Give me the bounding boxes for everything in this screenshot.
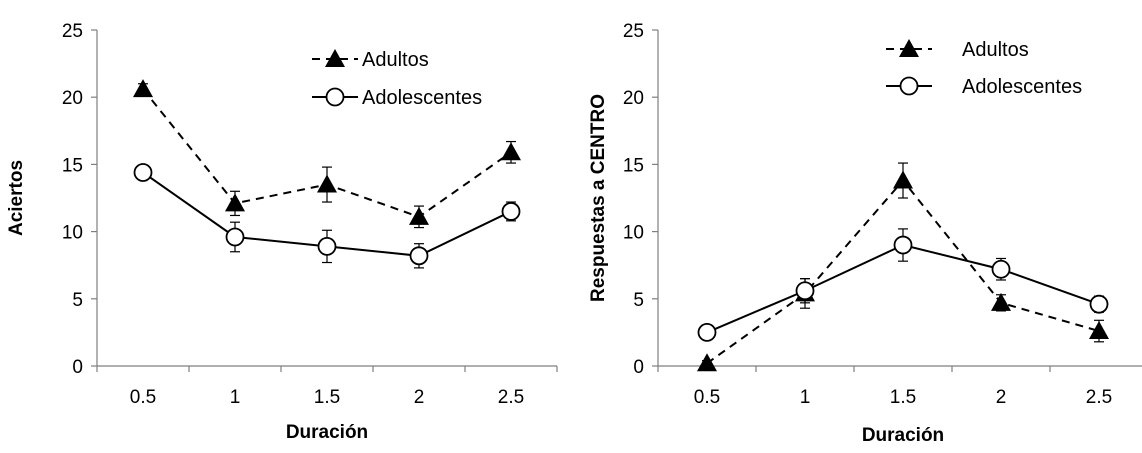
legend-marker-circle <box>899 76 919 96</box>
y-tick-label: 15 <box>623 155 644 176</box>
legend-item-adultos: Adultos <box>886 39 1029 61</box>
y-axis-title: Aciertos <box>6 160 27 236</box>
y-tick-label: 20 <box>623 88 644 109</box>
data-point-circle <box>317 236 337 256</box>
data-point-triangle <box>317 174 337 193</box>
data-point-circle <box>991 259 1011 279</box>
x-tick-label: 1 <box>230 387 241 408</box>
y-tick-label: 0 <box>633 357 644 378</box>
x-tick-label: 2 <box>414 387 425 408</box>
legend-label: Adultos <box>362 49 429 71</box>
series-adolescentes <box>697 228 1109 342</box>
x-tick-label: 0.5 <box>694 387 720 408</box>
y-tick-label: 5 <box>72 290 83 311</box>
data-point-circle <box>697 322 717 342</box>
y-tick-label: 25 <box>62 21 83 42</box>
x-tick-label: 1 <box>800 387 811 408</box>
data-point-triangle <box>409 206 429 225</box>
series-adultos <box>697 162 1109 372</box>
chart-panel-2: 0 5 10 15 20 25 0.5 1 1.5 2 2.5 Duración Respuestas … <box>588 21 1142 446</box>
data-point-triangle <box>1089 321 1109 340</box>
x-tick-label: 1.5 <box>890 387 916 408</box>
y-tick-label: 10 <box>623 223 644 244</box>
legend-marker-triangle <box>899 39 919 57</box>
x-tick-label: 2.5 <box>1086 387 1112 408</box>
legend-item-adultos: Adultos <box>312 49 429 71</box>
y-axis-title: Respuestas a CENTRO <box>588 94 609 302</box>
x-tick-label: 0.5 <box>130 387 156 408</box>
legend-item-adolescentes: Adolescentes <box>312 87 482 109</box>
series-line <box>706 178 1100 365</box>
chart-panel-1: 0 5 10 15 20 25 0.5 1 1.5 2 2.5 Duración Aciertos Adu… <box>6 21 558 443</box>
y-tick-label: 25 <box>623 21 644 42</box>
y-tick-label: 0 <box>72 357 83 378</box>
data-point-triangle <box>991 292 1011 311</box>
y-tick-label: 10 <box>62 223 83 244</box>
data-point-circle <box>501 202 521 221</box>
data-point-triangle <box>697 353 717 372</box>
series-adultos <box>133 79 521 229</box>
legend-label: Adolescentes <box>362 87 482 109</box>
legend-label: Adolescentes <box>962 76 1082 98</box>
x-tick-label: 2 <box>996 387 1007 408</box>
data-point-circle <box>893 235 913 255</box>
y-tick-label: 5 <box>633 290 644 311</box>
y-tick-label: 15 <box>62 155 83 176</box>
x-axis-title: Duración <box>286 422 368 443</box>
x-tick-label: 1.5 <box>314 387 340 408</box>
legend-item-adolescentes: Adolescentes <box>886 76 1082 98</box>
x-axis-title: Duración <box>862 425 944 446</box>
data-point-circle <box>133 163 153 182</box>
y-tick-label: 20 <box>62 88 83 109</box>
legend-marker-triangle <box>325 49 345 67</box>
legend-marker-circle <box>325 87 345 107</box>
series-adolescentes <box>133 163 521 269</box>
x-tick-label: 2.5 <box>498 387 524 408</box>
data-point-triangle <box>501 142 521 161</box>
data-point-triangle <box>893 170 913 189</box>
legend-label: Adultos <box>962 39 1029 61</box>
data-point-triangle <box>133 79 153 98</box>
data-point-circle <box>1089 294 1109 314</box>
data-point-circle <box>409 246 429 266</box>
data-point-triangle <box>225 193 245 212</box>
data-point-circle <box>795 281 815 301</box>
data-point-circle <box>225 227 245 247</box>
